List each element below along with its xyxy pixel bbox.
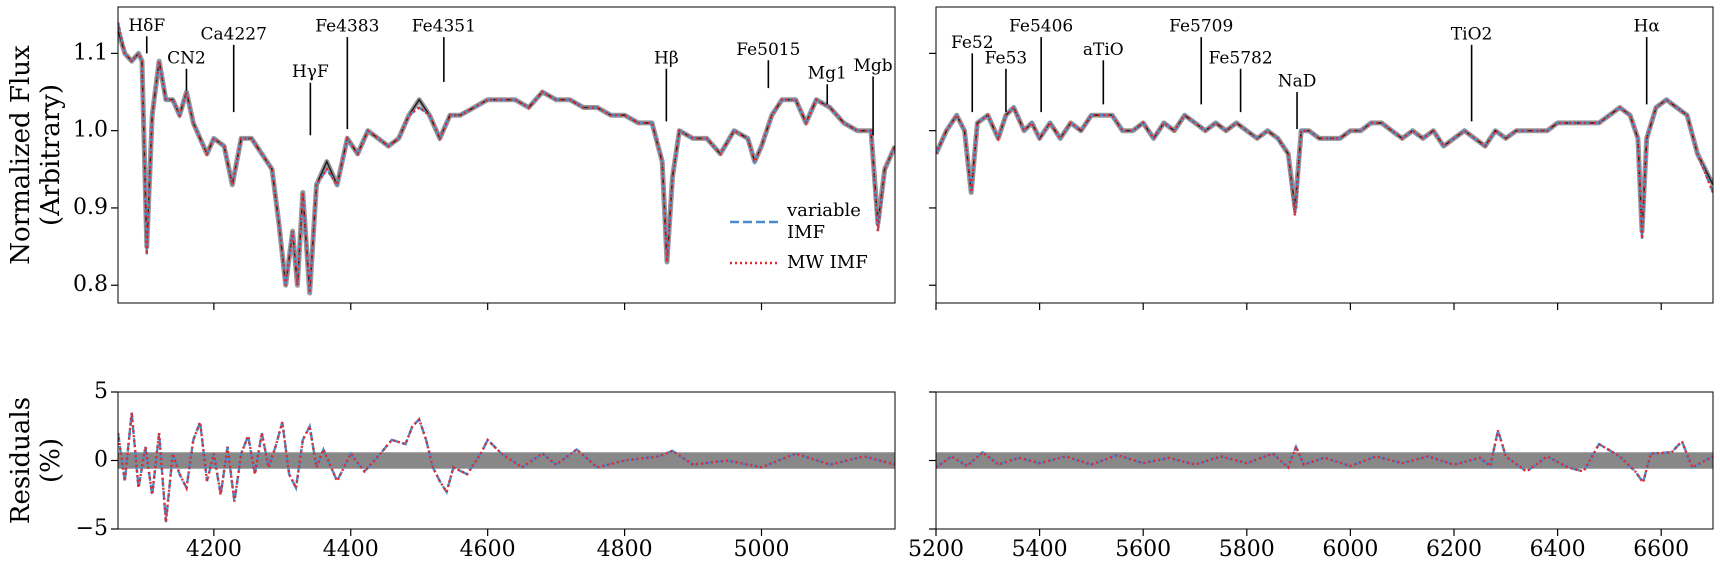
series-line <box>936 98 1713 239</box>
series-line <box>936 98 1713 232</box>
x-tick-label: 4200 <box>186 537 242 562</box>
legend-label: MW IMF <box>787 252 868 273</box>
annotation-label: Mgb <box>854 56 893 76</box>
y-axis-label: Residuals <box>6 397 36 524</box>
y-tick-label: 0.8 <box>73 272 108 297</box>
x-tick-label: 5600 <box>1115 537 1171 562</box>
x-tick-label: 6400 <box>1530 537 1586 562</box>
y-axis-label: (%) <box>36 438 66 483</box>
plot-area <box>936 97 1713 239</box>
y-axis-label: Normalized Flux <box>6 45 36 265</box>
plot-area <box>936 430 1713 486</box>
line-band <box>936 97 1713 234</box>
x-tick-label: 6000 <box>1322 537 1378 562</box>
y-tick-label: 0.9 <box>73 195 108 220</box>
series-line <box>118 22 895 294</box>
annotation-label: Mg1 <box>808 64 847 84</box>
x-tick-label: 5800 <box>1219 537 1275 562</box>
error-band <box>118 452 895 469</box>
y-tick-label: 1.1 <box>73 40 108 65</box>
y-tick-label: 5 <box>94 379 108 404</box>
series-line <box>936 430 1713 486</box>
annotation-label: Fe53 <box>985 48 1028 68</box>
annotation-label: Fe4351 <box>412 17 476 37</box>
x-tick-label: 4800 <box>597 537 653 562</box>
x-tick-label: 4400 <box>323 537 379 562</box>
x-tick-label: 6600 <box>1633 537 1689 562</box>
series-line <box>118 22 895 294</box>
annotation-label: Hα <box>1634 17 1661 37</box>
annotation-label: Fe5709 <box>1169 17 1233 37</box>
annotation-label: Hβ <box>654 48 679 68</box>
line-band <box>118 29 895 296</box>
annotation-label: Fe5015 <box>736 40 800 60</box>
series-line <box>118 412 895 523</box>
plot-area <box>118 22 895 296</box>
annotation-label: CN2 <box>167 48 206 68</box>
annotation-label: aTiO <box>1083 40 1124 60</box>
annotation-label: Fe5782 <box>1208 48 1272 68</box>
annotation-label: Fe5406 <box>1009 17 1073 37</box>
annotation-label: TiO2 <box>1451 24 1493 44</box>
y-tick-label: 0 <box>94 448 108 473</box>
x-tick-label: 4600 <box>460 537 516 562</box>
y-tick-label: −5 <box>76 516 108 541</box>
y-tick-label: 1.0 <box>73 118 108 143</box>
annotation-label: Fe52 <box>951 33 994 53</box>
x-tick-label: 5200 <box>908 537 964 562</box>
plot-area <box>118 412 895 523</box>
axes-frame <box>117 6 896 304</box>
x-tick-label: 5400 <box>1012 537 1068 562</box>
y-axis-label: (Arbitrary) <box>36 84 66 226</box>
legend-label: variable IMF <box>786 200 861 243</box>
annotation-label: NaD <box>1278 71 1317 91</box>
annotation-label: HδF <box>128 16 165 36</box>
x-tick-label: 6200 <box>1426 537 1482 562</box>
x-tick-label: 5000 <box>734 537 790 562</box>
annotation-label: Ca4227 <box>200 24 266 44</box>
annotation-label: HγF <box>292 62 329 82</box>
annotation-label: Fe4383 <box>315 17 379 37</box>
axes-frame <box>935 6 1714 304</box>
